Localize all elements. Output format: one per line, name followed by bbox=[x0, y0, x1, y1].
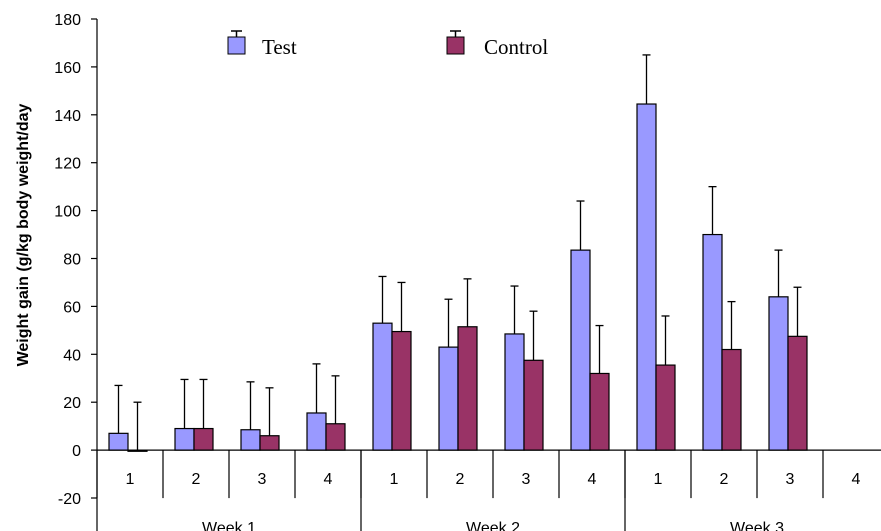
bar-test bbox=[636, 103, 657, 451]
bar-test bbox=[174, 427, 195, 451]
x-category-label: 1 bbox=[390, 471, 399, 488]
bar-test bbox=[438, 346, 459, 451]
x-category-label: 2 bbox=[720, 471, 729, 488]
x-group-label: Week 1 bbox=[202, 520, 256, 531]
x-group-label: Week 2 bbox=[466, 520, 520, 531]
y-axis-label: Weight gain (g/kg body weight/day bbox=[15, 103, 32, 366]
bar-control bbox=[193, 427, 214, 451]
bar-test bbox=[768, 296, 789, 451]
bar-control bbox=[655, 364, 676, 451]
x-group-label: Week 3 bbox=[730, 520, 784, 531]
x-category-label: 1 bbox=[126, 471, 135, 488]
x-category-label: 4 bbox=[588, 471, 597, 488]
y-tick-label: 0 bbox=[72, 443, 81, 460]
bar-test bbox=[240, 429, 261, 451]
bar-control bbox=[589, 372, 610, 451]
bar-test bbox=[306, 412, 327, 451]
y-tick-label: 60 bbox=[63, 299, 81, 316]
legend-swatch-test bbox=[227, 36, 246, 55]
x-category-label: 2 bbox=[456, 471, 465, 488]
y-tick-label: 140 bbox=[54, 108, 81, 125]
y-tick-label: 120 bbox=[54, 156, 81, 173]
bars bbox=[108, 54, 808, 452]
legend-swatch-control bbox=[446, 36, 465, 55]
x-category-label: 4 bbox=[324, 471, 333, 488]
legend-label-control: Control bbox=[484, 35, 548, 59]
bar-control bbox=[259, 435, 280, 451]
bar-test bbox=[108, 432, 129, 451]
axes bbox=[91, 18, 881, 531]
bar-test bbox=[504, 333, 525, 451]
y-tick-label: 80 bbox=[63, 252, 81, 269]
y-tick-label: -20 bbox=[58, 491, 81, 508]
bar-test bbox=[372, 322, 393, 451]
y-tick-label: 100 bbox=[54, 204, 81, 221]
x-category-label: 3 bbox=[258, 471, 267, 488]
legend: Test Control bbox=[227, 30, 548, 59]
bar-control bbox=[721, 348, 742, 451]
y-tick-label: 40 bbox=[63, 347, 81, 364]
x-category-label: 2 bbox=[192, 471, 201, 488]
bar-test bbox=[702, 233, 723, 451]
bar-control bbox=[325, 423, 346, 451]
x-category-label: 4 bbox=[852, 471, 861, 488]
x-category-label: 1 bbox=[654, 471, 663, 488]
bar-control bbox=[787, 335, 808, 451]
y-tick-label: 20 bbox=[63, 395, 81, 412]
x-category-label: 3 bbox=[786, 471, 795, 488]
bar-control bbox=[391, 330, 412, 451]
legend-label-test: Test bbox=[262, 35, 297, 59]
bar-control bbox=[523, 359, 544, 451]
bar-control bbox=[457, 326, 478, 451]
y-tick-label: 180 bbox=[54, 12, 81, 29]
bar-test bbox=[570, 249, 591, 451]
y-tick-label: 160 bbox=[54, 60, 81, 77]
x-category-label: 3 bbox=[522, 471, 531, 488]
labels: -20 0 20 40 60 80 100 120 140 160 180 1 2 3 4 1 2 3 4 1 2 3 4 W… bbox=[54, 12, 860, 531]
